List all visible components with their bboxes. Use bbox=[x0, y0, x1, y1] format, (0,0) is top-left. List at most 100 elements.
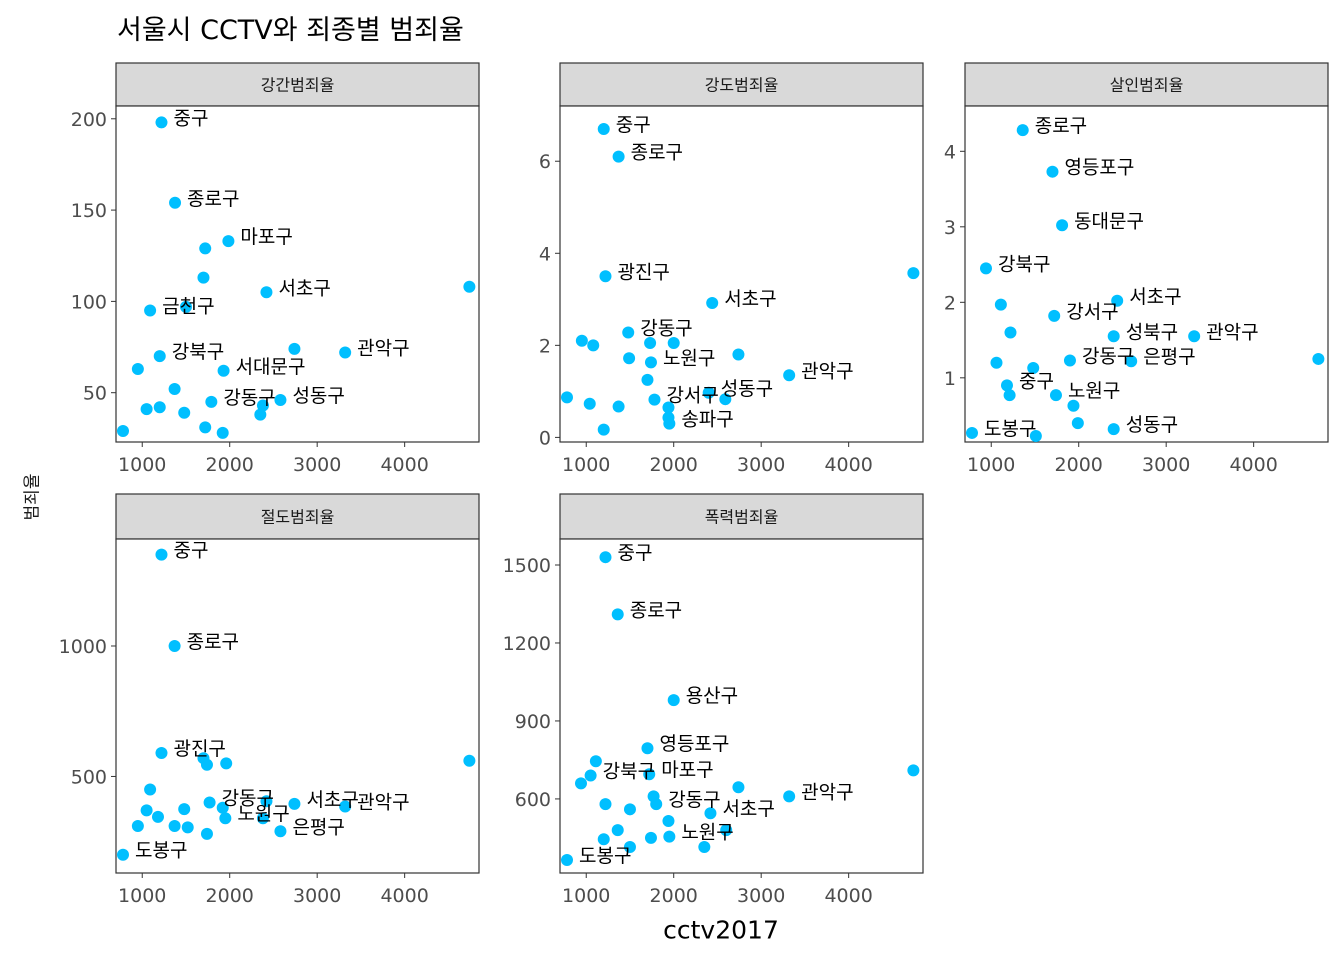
data-point bbox=[140, 403, 153, 416]
y-tick-label: 2 bbox=[539, 335, 551, 357]
point-label: 서초구 bbox=[306, 789, 358, 811]
x-tick-label: 1000 bbox=[118, 885, 166, 907]
data-point bbox=[704, 807, 717, 820]
data-point bbox=[260, 286, 273, 299]
data-point bbox=[644, 337, 657, 350]
x-tick-label: 3000 bbox=[293, 454, 341, 476]
data-point bbox=[663, 830, 676, 843]
point-label: 성동구 bbox=[1126, 414, 1178, 436]
point-label: 은평구 bbox=[292, 816, 344, 838]
facet-strip bbox=[115, 493, 480, 540]
point-label: 성동구 bbox=[292, 385, 344, 407]
data-point bbox=[979, 262, 992, 275]
data-point bbox=[200, 827, 213, 840]
facet-strip-label: 살인범죄율 bbox=[1110, 76, 1184, 95]
x-tick-label: 3000 bbox=[737, 885, 785, 907]
data-point bbox=[611, 824, 624, 837]
point-label: 중구 bbox=[173, 540, 208, 562]
data-point bbox=[611, 608, 624, 621]
data-point bbox=[131, 820, 144, 833]
data-point bbox=[168, 820, 181, 833]
panel-border bbox=[964, 105, 1329, 443]
x-tick-label: 4000 bbox=[824, 885, 872, 907]
point-label: 중구 bbox=[1019, 370, 1054, 392]
data-point bbox=[662, 815, 675, 828]
data-point bbox=[641, 373, 654, 386]
y-tick-label: 600 bbox=[515, 789, 551, 811]
y-tick-label: 150 bbox=[71, 200, 107, 222]
data-point bbox=[178, 406, 191, 419]
point-label: 서초구 bbox=[1129, 286, 1181, 308]
data-point bbox=[1063, 354, 1076, 367]
data-point bbox=[560, 854, 573, 867]
data-point bbox=[1188, 330, 1201, 343]
y-tick-label: 6 bbox=[539, 151, 551, 173]
data-point bbox=[1107, 330, 1120, 343]
x-tick-label: 4000 bbox=[1229, 454, 1277, 476]
data-point bbox=[907, 267, 920, 280]
x-tick-label: 1000 bbox=[562, 454, 610, 476]
facet-strip bbox=[964, 62, 1329, 107]
data-point bbox=[256, 812, 269, 825]
point-label: 서대문구 bbox=[236, 356, 306, 378]
data-point bbox=[216, 801, 229, 814]
point-label: 마포구 bbox=[240, 226, 292, 248]
data-point bbox=[644, 831, 657, 844]
x-tick-label: 1000 bbox=[562, 885, 610, 907]
data-point bbox=[597, 123, 610, 136]
data-point bbox=[260, 795, 273, 808]
point-label: 종로구 bbox=[631, 142, 683, 164]
data-point bbox=[153, 350, 166, 363]
data-point bbox=[140, 804, 153, 817]
point-label: 도봉구 bbox=[135, 840, 187, 862]
data-point bbox=[1125, 355, 1138, 368]
data-point bbox=[169, 196, 182, 209]
data-point bbox=[131, 362, 144, 375]
facet-strip bbox=[559, 62, 924, 107]
x-tick-label: 2000 bbox=[206, 454, 254, 476]
point-label: 관악구 bbox=[1206, 321, 1258, 343]
data-point bbox=[560, 391, 573, 404]
point-label: 강북구 bbox=[603, 761, 655, 783]
x-tick-label: 3000 bbox=[293, 885, 341, 907]
y-tick-label: 4 bbox=[944, 141, 956, 163]
data-point bbox=[254, 408, 267, 421]
chart-title: 서울시 CCTV와 죄종별 범죄율 bbox=[117, 15, 464, 46]
data-point bbox=[1000, 379, 1013, 392]
data-point bbox=[648, 393, 661, 406]
point-label: 강동구 bbox=[640, 317, 692, 339]
point-label: 관악구 bbox=[357, 791, 409, 813]
data-point bbox=[599, 270, 612, 283]
data-point bbox=[1107, 423, 1120, 436]
data-point bbox=[181, 821, 194, 834]
point-label: 중구 bbox=[617, 542, 652, 564]
point-label: 노원구 bbox=[1068, 380, 1120, 402]
point-label: 관악구 bbox=[357, 338, 409, 360]
point-label: 용산구 bbox=[686, 685, 738, 707]
data-point bbox=[623, 803, 636, 816]
data-point bbox=[597, 833, 610, 846]
y-tick-label: 100 bbox=[71, 291, 107, 313]
x-tick-label: 2000 bbox=[1055, 454, 1103, 476]
point-label: 서초구 bbox=[278, 277, 330, 299]
point-label: 강동구 bbox=[223, 387, 275, 409]
data-point bbox=[650, 798, 663, 811]
data-point bbox=[463, 754, 476, 767]
point-label: 강북구 bbox=[998, 253, 1050, 275]
data-point bbox=[783, 369, 796, 382]
data-point bbox=[197, 271, 210, 284]
data-point bbox=[907, 764, 920, 777]
facet-strip-label: 강도범죄율 bbox=[705, 76, 779, 95]
data-point bbox=[205, 395, 218, 408]
y-tick-label: 4 bbox=[539, 243, 551, 265]
facet-panel: 강간범죄율 50 100 150 200 1000 2000 3000 4000 중구종로구마포구… bbox=[71, 62, 480, 476]
y-tick-label: 50 bbox=[83, 383, 107, 405]
data-point bbox=[623, 841, 636, 854]
data-point bbox=[643, 768, 656, 781]
point-label: 종로구 bbox=[630, 599, 682, 621]
y-tick-label: 2 bbox=[944, 292, 956, 314]
data-point bbox=[589, 755, 602, 768]
facet-strip bbox=[559, 493, 924, 540]
y-tick-label: 1 bbox=[944, 368, 956, 390]
data-point bbox=[622, 326, 635, 339]
